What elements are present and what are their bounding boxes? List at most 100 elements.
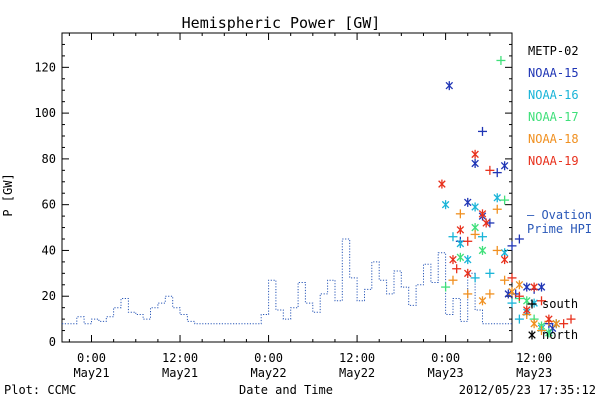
marker-stroke <box>478 246 487 255</box>
marker-stroke <box>456 253 465 262</box>
data-point-north <box>445 81 454 91</box>
data-point-north <box>545 328 553 338</box>
data-point-south <box>492 168 502 178</box>
data-point-south <box>452 264 462 274</box>
data-point-south <box>559 319 569 329</box>
data-point-south <box>507 298 517 308</box>
data-point-south <box>441 282 451 292</box>
data-point-south <box>492 204 502 214</box>
data-point-south <box>537 326 547 336</box>
y-tick-label: 80 <box>42 152 56 166</box>
legend-entry: NOAA-16 <box>528 88 579 102</box>
data-point-north <box>545 314 553 324</box>
data-point-south <box>496 55 506 65</box>
data-point-north <box>478 296 487 306</box>
x-tick-label-time: 0:00 <box>431 351 460 365</box>
data-point-north <box>449 255 457 265</box>
marker-stroke <box>522 306 531 314</box>
marker-stroke <box>471 223 479 232</box>
data-point-north <box>515 280 524 290</box>
x-tick-label-time: 0:00 <box>254 351 283 365</box>
marker-stroke <box>441 200 450 209</box>
marker-stroke <box>530 319 538 328</box>
marker-stroke <box>471 150 479 159</box>
data-point-north <box>456 239 465 249</box>
data-point-south <box>514 291 524 301</box>
data-point-south <box>448 232 458 242</box>
data-point-south <box>477 126 487 136</box>
marker-stroke <box>500 255 509 264</box>
data-point-north <box>456 252 465 262</box>
data-point-north <box>537 282 546 292</box>
x-tick-label-date: May23 <box>516 366 552 380</box>
marker-stroke <box>500 161 509 170</box>
marker-stroke <box>449 255 457 264</box>
x-tick-label-date: May21 <box>73 366 109 380</box>
data-point-south <box>537 296 547 306</box>
data-point-north <box>552 319 561 329</box>
data-point-south <box>485 165 495 175</box>
marker-stroke <box>504 290 513 298</box>
legend: METP-02 NOAA-15 NOAA-16 NOAA-17 NOAA-18 NOAA-… <box>527 44 592 342</box>
x-tick-label-time: 0:00 <box>77 351 106 365</box>
data-point-north <box>522 305 531 315</box>
legend-entry: NOAA-19 <box>528 154 579 168</box>
marker-stroke <box>482 219 490 227</box>
marker-stroke <box>522 297 531 305</box>
x-tick-label-date: May23 <box>428 366 464 380</box>
data-point-south <box>485 289 495 299</box>
x-tick-label-time: 12:00 <box>339 351 375 365</box>
x-tick-label-time: 12:00 <box>162 351 198 365</box>
data-point-south <box>463 289 473 299</box>
data-point-north <box>478 245 487 255</box>
y-tick-label: 60 <box>42 198 56 212</box>
marker-stroke <box>438 180 446 188</box>
data-point-north <box>478 209 487 219</box>
marker-stroke <box>537 283 546 291</box>
marker-stroke <box>515 281 524 289</box>
data-point-south <box>514 234 524 244</box>
data-point-south <box>448 275 458 285</box>
data-point-north <box>463 268 472 278</box>
data-point-north <box>493 193 502 203</box>
legend-entry: NOAA-17 <box>528 110 579 124</box>
marker-stroke <box>500 248 509 257</box>
legend-north-marker <box>528 330 536 340</box>
data-point-north <box>441 200 450 210</box>
x-tick-label-date: May22 <box>339 366 375 380</box>
data-point-south <box>492 245 502 255</box>
data-point-north <box>508 287 516 297</box>
legend-entry: NOAA-15 <box>528 66 579 80</box>
data-point-north <box>500 255 509 265</box>
marker-stroke <box>471 159 479 168</box>
marker-stroke <box>493 194 502 202</box>
plot-area: 0204060801001200:00May2112:00May210:00Ma… <box>34 32 576 380</box>
x-tick-label-date: May22 <box>250 366 286 380</box>
legend-entry: METP-02 <box>528 44 579 58</box>
data-point-south <box>511 289 521 299</box>
legend-marker-label: south <box>542 297 578 311</box>
marker-stroke <box>471 203 479 211</box>
marker-stroke <box>463 269 472 278</box>
y-tick-label: 20 <box>42 289 56 303</box>
legend-south-marker <box>527 299 537 309</box>
y-axis-label: P [GW] <box>1 173 15 216</box>
marker-stroke <box>478 210 487 218</box>
legend-ovation-line1: — Ovation <box>527 208 592 222</box>
data-point-north <box>456 225 465 235</box>
data-point-south <box>507 241 517 251</box>
x-axis-label: Date and Time <box>239 383 333 397</box>
data-point-north <box>530 319 538 329</box>
data-point-south <box>566 314 576 324</box>
data-point-north <box>500 161 509 171</box>
y-tick-label: 120 <box>34 60 56 74</box>
data-point-south <box>470 229 480 239</box>
data-point-north <box>504 289 513 299</box>
marker-stroke <box>545 315 553 323</box>
data-point-north <box>463 197 472 207</box>
data-point-north <box>522 282 531 292</box>
legend-entry: NOAA-18 <box>528 132 579 146</box>
ovation-hpi-line <box>62 238 512 325</box>
data-point-south <box>507 273 517 283</box>
